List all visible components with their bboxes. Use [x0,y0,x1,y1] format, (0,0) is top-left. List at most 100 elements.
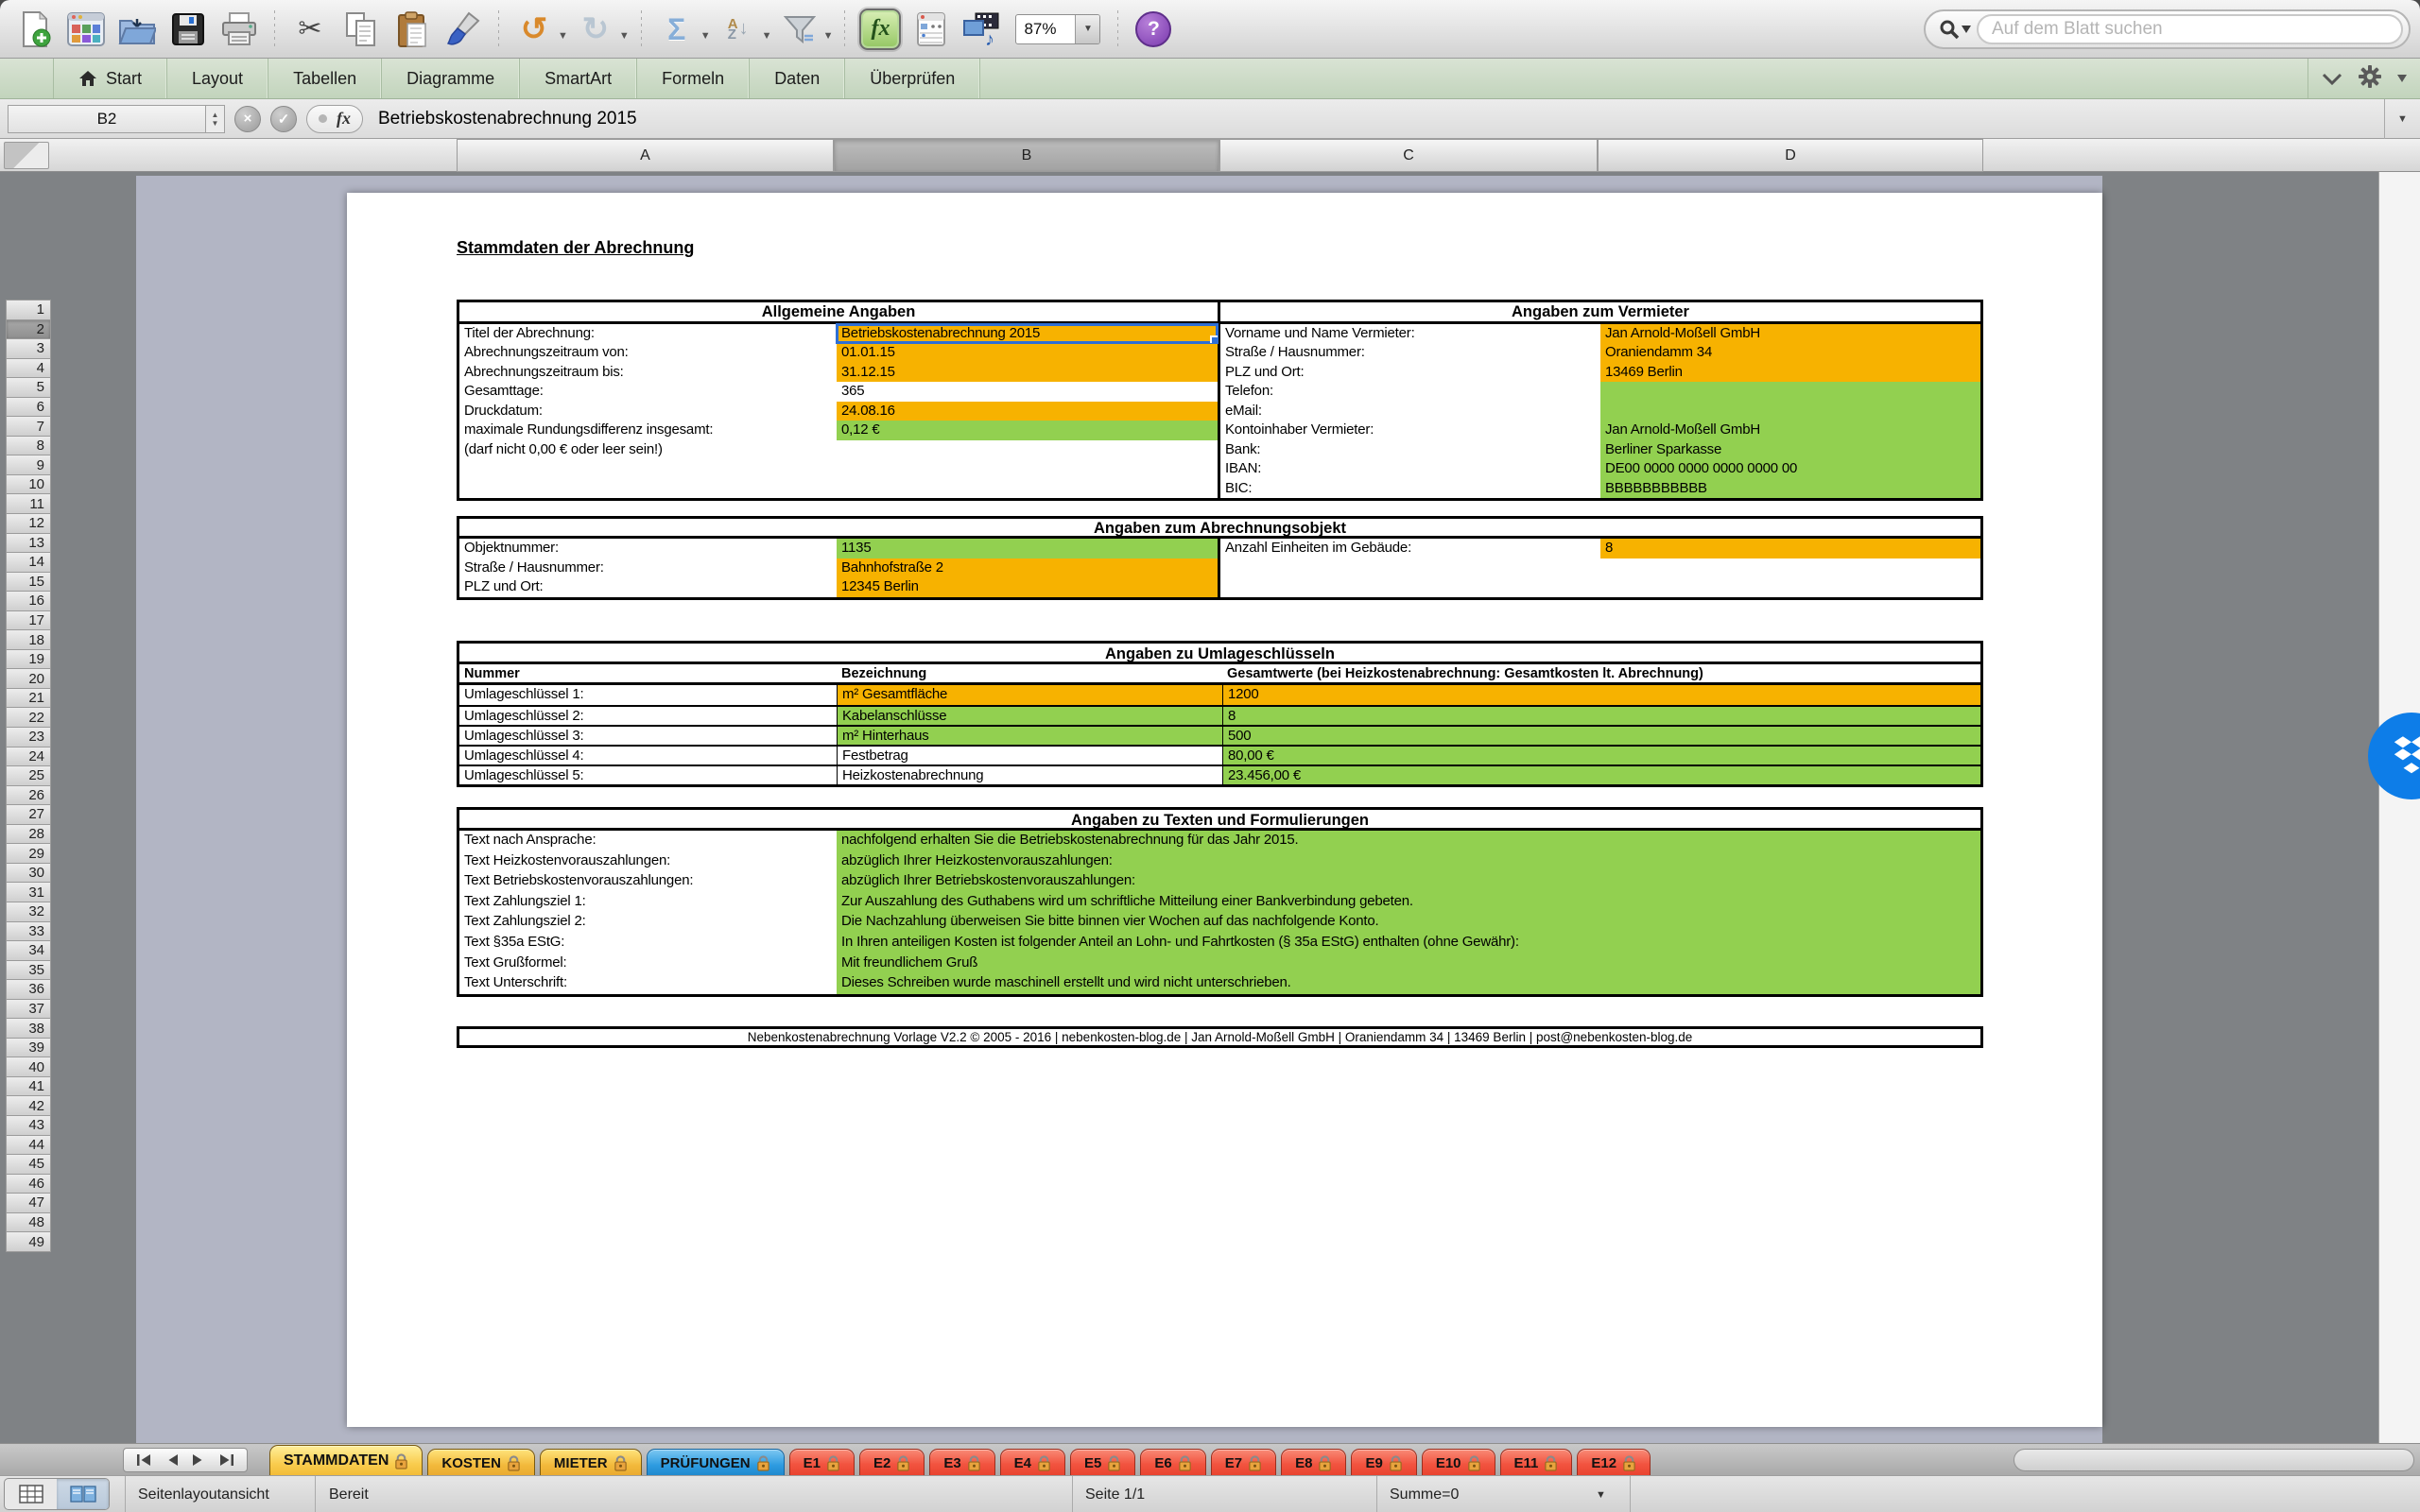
cell-label[interactable]: Straße / Hausnummer: [464,558,604,576]
row-header[interactable]: 5 [6,377,51,398]
cell-value[interactable]: Betriebskostenabrechnung 2015 [836,322,1219,345]
cell-value[interactable]: Jan Arnold-Moßell GmbH [1600,421,1980,440]
sheet-tab[interactable]: STAMMDATEN [269,1445,424,1476]
row-header[interactable]: 10 [6,473,51,495]
tab-smartart[interactable]: SmartArt [520,59,638,98]
help-button[interactable]: ? [1132,8,1175,51]
row-header[interactable]: 22 [6,707,51,729]
row-header[interactable]: 46 [6,1173,51,1194]
row-header[interactable]: 36 [6,979,51,1000]
print-button[interactable] [217,8,261,51]
row-header[interactable]: 28 [6,823,51,845]
sheet-tab[interactable]: E6 [1140,1449,1206,1476]
row-header[interactable]: 21 [6,687,51,709]
cell-label[interactable]: Abrechnungszeitraum von: [464,344,629,361]
paste-button[interactable] [390,8,434,51]
row-header[interactable]: 43 [6,1114,51,1136]
cell-label[interactable]: Gesamttage: [464,383,544,400]
row-header[interactable]: 7 [6,416,51,437]
sheet-tab[interactable]: E2 [858,1449,925,1476]
new-workbook-button[interactable] [13,8,57,51]
cell-label[interactable]: Text Heizkostenvorauszahlungen: [464,851,671,868]
cell-value[interactable]: 01.01.15 [837,343,1218,363]
row-header[interactable]: 49 [6,1231,51,1252]
cell-bezeichnung[interactable]: m² Hinterhaus [837,726,1222,745]
cell-value[interactable]: Oraniendamm 34 [1600,343,1980,363]
cell-value[interactable]: Dieses Schreiben wurde maschinell erstel… [837,973,1980,994]
cell-label[interactable]: PLZ und Ort: [1225,363,1305,380]
row-header[interactable]: 11 [6,493,51,515]
row-header[interactable]: 17 [6,610,51,631]
filter-dropdown[interactable]: ▼ [822,29,834,42]
section-header[interactable]: Allgemeine Angaben [459,302,1220,321]
save-button[interactable] [166,8,210,51]
format-painter-button[interactable] [441,8,485,51]
row-header[interactable]: 45 [6,1154,51,1175]
sheet-tab[interactable]: E10 [1421,1449,1495,1476]
row-header[interactable]: 24 [6,746,51,767]
redo-button[interactable]: ↻ [574,8,617,51]
vertical-scrollbar[interactable] [2378,172,2420,1443]
row-header[interactable]: 39 [6,1037,51,1058]
gear-icon[interactable] [2358,64,2382,94]
section-header[interactable]: Angaben zu Texten und Formulierungen [459,810,1980,831]
col-header-nummer[interactable]: Nummer [464,666,520,681]
cell-value[interactable] [1600,401,1980,421]
zoom-dropdown-caret[interactable]: ▼ [1075,14,1100,43]
row-header[interactable]: 27 [6,804,51,825]
row-header[interactable]: 26 [6,784,51,806]
cell-label[interactable]: IBAN: [1225,460,1262,477]
cell-gesamtwert[interactable]: 1200 [1222,684,1980,705]
sum-dropdown-caret[interactable]: ▼ [1596,1488,1606,1501]
cell-value[interactable]: Die Nachzahlung überweisen Sie bitte bin… [837,912,1980,933]
cell-value[interactable] [837,479,1218,498]
cell-gesamtwert[interactable]: 500 [1222,726,1980,745]
undo-dropdown[interactable]: ▼ [558,29,568,42]
tab-layout[interactable]: Layout [167,59,269,98]
row-header[interactable]: 6 [6,396,51,418]
search-scope-caret[interactable] [1962,25,1971,33]
redo-dropdown[interactable]: ▼ [618,29,630,42]
row-header[interactable]: 38 [6,1018,51,1039]
autosum-dropdown[interactable]: ▼ [700,29,711,42]
autosum-button[interactable]: Σ [655,8,699,51]
tab-formeln[interactable]: Formeln [637,59,751,98]
row-header[interactable]: 41 [6,1075,51,1097]
filter-button[interactable] [778,8,821,51]
cell-bezeichnung[interactable]: Festbetrag [837,746,1222,765]
cell-value[interactable]: Berliner Sparkasse [1600,439,1980,460]
cell-nummer[interactable]: Umlageschlüssel 3: [464,727,584,744]
row-header[interactable]: 1 [6,300,51,320]
row-header[interactable]: 18 [6,629,51,650]
sheet-tab[interactable]: KOSTEN [427,1449,535,1476]
next-sheet-icon[interactable] [192,1453,204,1467]
cell-label[interactable]: Objektnummer: [464,540,559,556]
sheet-tab[interactable]: PRÜFUNGEN [646,1449,785,1476]
cell-label[interactable]: Vorname und Name Vermieter: [1225,325,1415,341]
row-header[interactable]: 37 [6,998,51,1020]
row-header[interactable]: 35 [6,959,51,981]
cell-label[interactable]: Abrechnungszeitraum bis: [464,363,624,380]
row-header[interactable]: 3 [6,338,51,359]
insert-function-button[interactable]: fx [306,104,363,133]
gear-dropdown-caret[interactable] [2397,75,2407,82]
cell-label[interactable]: Anzahl Einheiten im Gebäude: [1225,540,1412,556]
section-header[interactable]: Angaben zu Umlageschlüsseln [459,644,1980,664]
tab-start[interactable]: Start [53,59,168,98]
copy-button[interactable] [339,8,383,51]
cell-nummer[interactable]: Umlageschlüssel 2: [464,707,584,724]
sheet-tab[interactable]: E11 [1499,1449,1573,1476]
section-header[interactable]: Angaben zum Abrechnungsobjekt [459,519,1980,539]
first-sheet-icon[interactable] [136,1453,152,1467]
cell-nummer[interactable]: Umlageschlüssel 4: [464,747,584,764]
cell-label[interactable]: Text Grußformel: [464,954,567,971]
cut-button[interactable]: ✂ [288,8,332,51]
tab-tabellen[interactable]: Tabellen [268,59,383,98]
row-header[interactable]: 8 [6,435,51,456]
row-header[interactable]: 16 [6,591,51,611]
cell-gesamtwert[interactable]: 80,00 € [1222,746,1980,765]
row-header[interactable]: 15 [6,571,51,593]
cell-value[interactable]: BBBBBBBBBBB [1600,478,1980,498]
horizontal-scrollbar[interactable] [2014,1449,2414,1471]
accept-button[interactable]: ✓ [270,105,297,132]
